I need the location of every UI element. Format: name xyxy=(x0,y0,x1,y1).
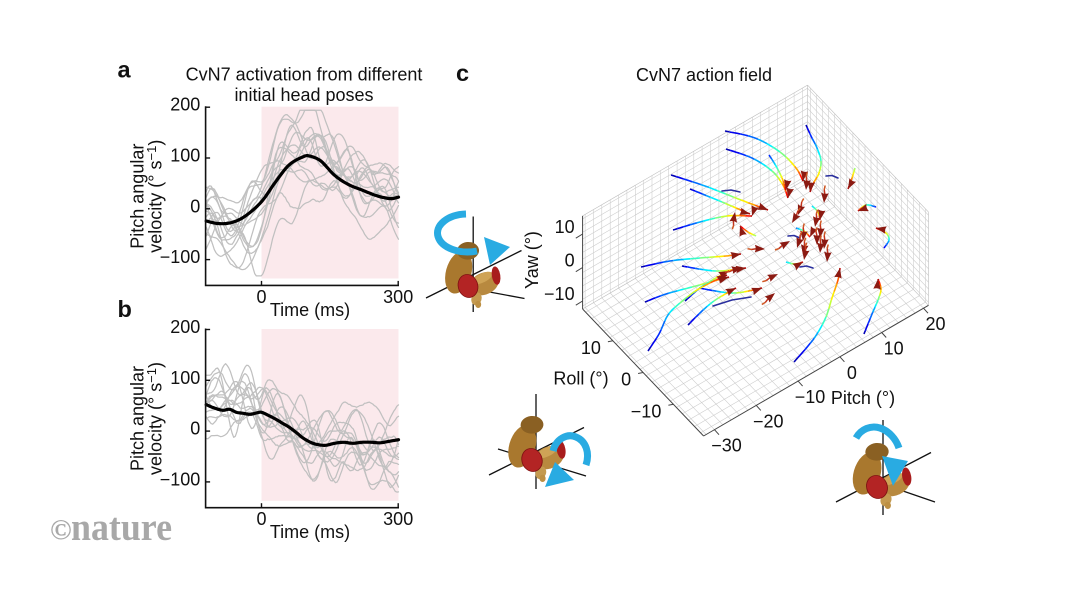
svg-text:0: 0 xyxy=(565,250,575,270)
svg-text:CvN7 activation from different: CvN7 activation from different xyxy=(186,65,423,85)
svg-text:b: b xyxy=(118,296,132,322)
svg-text:Pitch (°): Pitch (°) xyxy=(831,388,895,408)
svg-text:−10: −10 xyxy=(795,387,826,407)
svg-text:CvN7 action field: CvN7 action field xyxy=(636,65,772,85)
svg-text:velocity (° s−1): velocity (° s−1) xyxy=(144,362,166,475)
svg-text:a: a xyxy=(118,57,132,83)
svg-text:−100: −100 xyxy=(160,247,201,267)
svg-text:20: 20 xyxy=(925,314,945,334)
svg-text:©: © xyxy=(50,514,72,546)
svg-text:10: 10 xyxy=(581,338,601,358)
svg-text:300: 300 xyxy=(383,509,413,529)
svg-text:velocity (° s−1): velocity (° s−1) xyxy=(144,140,166,253)
svg-text:−10: −10 xyxy=(631,401,662,421)
svg-text:300: 300 xyxy=(383,287,413,307)
svg-text:Time (ms): Time (ms) xyxy=(270,522,350,542)
svg-text:Yaw (°): Yaw (°) xyxy=(522,231,542,289)
svg-text:c: c xyxy=(456,60,469,86)
svg-text:10: 10 xyxy=(555,217,575,237)
svg-text:Roll (°): Roll (°) xyxy=(553,369,608,389)
svg-text:100: 100 xyxy=(170,146,200,166)
svg-text:0: 0 xyxy=(847,363,857,383)
svg-text:0: 0 xyxy=(256,287,266,307)
svg-text:200: 200 xyxy=(170,317,200,337)
svg-text:0: 0 xyxy=(621,370,631,390)
svg-text:0: 0 xyxy=(190,419,200,439)
svg-text:10: 10 xyxy=(884,338,904,358)
svg-text:nature: nature xyxy=(71,506,172,549)
svg-text:−20: −20 xyxy=(753,411,784,431)
svg-text:−30: −30 xyxy=(711,436,742,456)
svg-text:−100: −100 xyxy=(160,469,201,489)
svg-text:0: 0 xyxy=(256,509,266,529)
svg-text:100: 100 xyxy=(170,368,200,388)
svg-text:Pitch angular: Pitch angular xyxy=(128,144,148,249)
svg-text:200: 200 xyxy=(170,95,200,115)
svg-text:−10: −10 xyxy=(544,284,575,304)
svg-text:Pitch angular: Pitch angular xyxy=(128,366,148,471)
svg-text:Time (ms): Time (ms) xyxy=(270,300,350,320)
svg-text:initial head poses: initial head poses xyxy=(234,85,373,105)
svg-text:0: 0 xyxy=(190,196,200,216)
